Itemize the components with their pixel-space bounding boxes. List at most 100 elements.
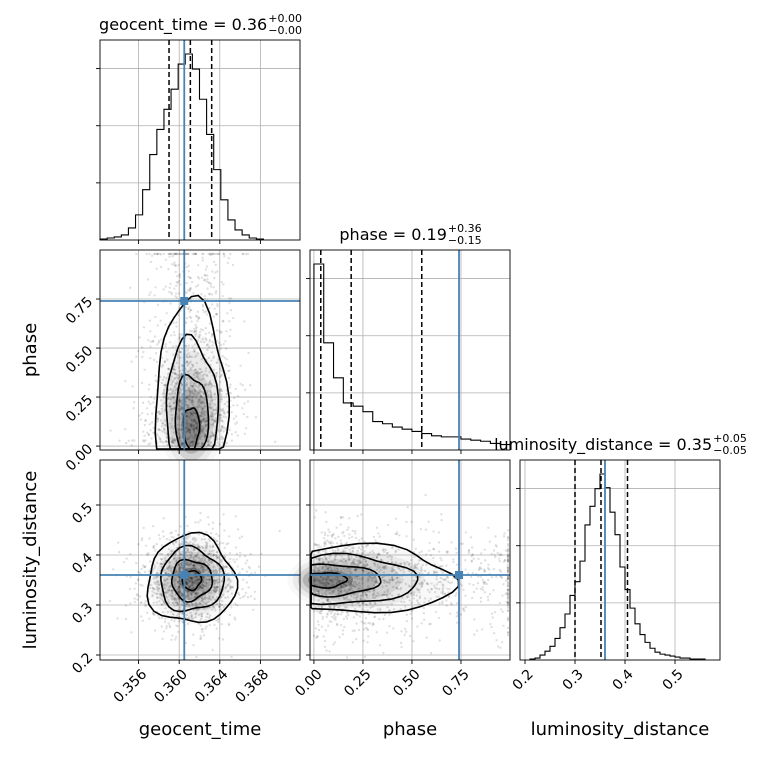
scatter-point xyxy=(216,441,219,444)
scatter-point xyxy=(170,535,173,539)
scatter-point xyxy=(220,393,223,396)
scatter-point xyxy=(352,616,356,619)
scatter-point xyxy=(445,599,448,602)
scatter-point xyxy=(437,616,441,620)
scatter-point xyxy=(175,252,179,256)
scatter-point xyxy=(185,396,189,399)
scatter-point xyxy=(424,528,428,531)
scatter-point xyxy=(201,252,204,256)
scatter-point xyxy=(188,329,192,332)
scatter-point xyxy=(148,617,151,620)
scatter-point xyxy=(378,535,381,538)
scatter-point xyxy=(205,265,209,268)
scatter-point xyxy=(178,335,181,339)
scatter-point xyxy=(367,635,370,638)
scatter-point xyxy=(130,631,133,634)
scatter-point xyxy=(195,427,198,430)
scatter-point xyxy=(207,381,211,385)
scatter-point xyxy=(229,252,232,256)
scatter-point xyxy=(429,652,433,655)
scatter-point xyxy=(323,531,327,534)
scatter-point xyxy=(479,575,482,578)
scatter-point xyxy=(201,428,204,432)
scatter-point xyxy=(506,544,510,547)
scatter-point xyxy=(246,415,249,419)
scatter-point xyxy=(215,437,219,441)
scatter-point xyxy=(378,644,382,647)
scatter-point xyxy=(201,418,204,421)
scatter-point xyxy=(179,443,182,446)
scatter-point xyxy=(493,611,497,614)
scatter-point xyxy=(492,589,495,592)
scatter-point xyxy=(188,441,191,444)
scatter-point xyxy=(408,634,412,638)
scatter-point xyxy=(236,528,240,531)
scatter-point xyxy=(214,419,217,423)
scatter-point xyxy=(332,643,335,646)
scatter-point xyxy=(477,557,480,561)
scatter-point xyxy=(200,293,203,296)
scatter-point xyxy=(141,355,144,359)
scatter-point xyxy=(173,377,176,380)
scatter-point xyxy=(197,442,200,445)
scatter-point xyxy=(215,329,219,332)
scatter-point xyxy=(210,415,213,418)
scatter-point xyxy=(482,568,486,571)
scatter-point xyxy=(193,410,196,413)
scatter-point xyxy=(165,538,169,541)
scatter-point xyxy=(170,638,173,641)
scatter-point xyxy=(179,435,182,438)
scatter-point xyxy=(202,417,205,420)
scatter-point xyxy=(242,412,245,416)
scatter-point xyxy=(173,392,177,395)
scatter-point xyxy=(135,252,138,256)
scatter-point xyxy=(198,378,201,381)
scatter-point xyxy=(170,334,173,337)
scatter-point xyxy=(174,529,178,532)
scatter-point xyxy=(201,412,204,415)
scatter-point xyxy=(498,601,501,605)
scatter-point xyxy=(211,333,214,336)
hist-luminosity-distance-title-plus: +0.05 xyxy=(713,432,747,445)
scatter-point xyxy=(490,612,494,615)
scatter-point xyxy=(185,414,188,417)
scatter-point xyxy=(481,588,485,591)
scatter-point xyxy=(506,609,510,613)
scatter-point xyxy=(212,286,215,289)
scatter-point xyxy=(185,360,189,364)
scatter-point xyxy=(207,523,210,526)
scatter-point xyxy=(225,392,228,396)
scatter-point xyxy=(188,355,191,358)
x-tick-label-geocent-time: 0.364 xyxy=(192,666,232,706)
scatter-point xyxy=(260,552,263,556)
scatter-point xyxy=(174,636,178,639)
scatter-point xyxy=(181,364,184,367)
scatter-point xyxy=(189,382,192,385)
scatter-point xyxy=(149,357,152,360)
scatter-point xyxy=(162,378,165,382)
scatter-point xyxy=(227,257,230,260)
scatter-point xyxy=(176,624,179,628)
scatter-point xyxy=(195,423,199,426)
scatter-point xyxy=(156,252,160,256)
scatter-point xyxy=(412,640,415,643)
scatter-point xyxy=(233,396,236,400)
scatter-point xyxy=(200,391,203,394)
scatter-point xyxy=(199,420,203,423)
scatter-point xyxy=(190,401,193,404)
scatter-point xyxy=(209,252,212,256)
scatter-point xyxy=(471,553,474,557)
scatter-point xyxy=(480,552,483,555)
scatter-point xyxy=(195,394,198,397)
scatter-point xyxy=(241,252,244,256)
scatter-point xyxy=(230,439,234,442)
scatter-point xyxy=(155,542,158,546)
scatter-point xyxy=(130,444,133,447)
scatter-point xyxy=(159,375,162,379)
scatter-point xyxy=(159,419,163,422)
scatter-point xyxy=(241,595,245,599)
scatter-point xyxy=(209,285,213,288)
scatter-point xyxy=(200,276,204,279)
scatter-point xyxy=(208,345,211,349)
scatter-point xyxy=(192,411,195,415)
